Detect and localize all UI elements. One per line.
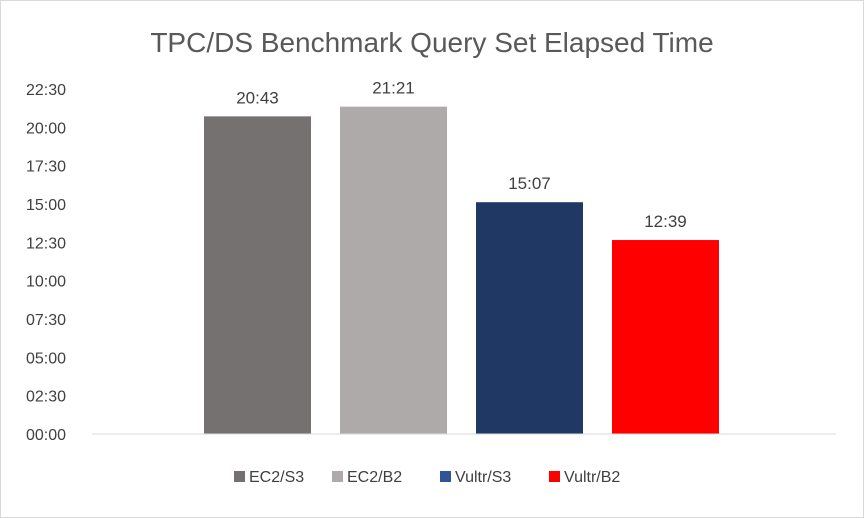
bars [204,106,719,434]
y-tick-label: 15:00 [26,197,66,214]
data-labels: 20:43 21:21 15:07 12:39 [236,79,687,231]
y-axis: 00:00 02:30 05:00 07:30 10:00 12:30 15:00 17:30… [26,82,66,444]
y-tick-label: 20:00 [26,120,66,137]
legend-label: Vultr/S3 [455,469,511,486]
y-tick-label: 00:00 [26,427,66,444]
legend-swatch [549,471,560,482]
legend: EC2/S3 EC2/B2 Vultr/S3 Vultr/B2 [234,469,620,486]
data-label: 12:39 [644,212,687,231]
bar-vultr-b2 [612,240,719,434]
y-tick-label: 17:30 [26,159,66,176]
legend-label: EC2/B2 [347,469,402,486]
data-label: 21:21 [372,79,415,98]
legend-swatch [440,471,451,482]
legend-swatch [332,471,343,482]
bar-ec2-b2 [340,106,447,434]
y-tick-label: 12:30 [26,235,66,252]
y-tick-label: 05:00 [26,350,66,367]
data-label: 15:07 [508,174,551,193]
legend-label: Vultr/B2 [564,469,620,486]
legend-label: EC2/S3 [249,469,304,486]
y-tick-label: 22:30 [26,82,66,99]
bar-ec2-s3 [204,116,311,434]
legend-swatch [234,471,245,482]
y-tick-label: 10:00 [26,274,66,291]
y-tick-label: 07:30 [26,312,66,329]
data-label: 20:43 [236,88,279,107]
chart-title: TPC/DS Benchmark Query Set Elapsed Time [150,27,713,58]
bar-vultr-s3 [476,202,583,434]
y-tick-label: 02:30 [26,389,66,406]
